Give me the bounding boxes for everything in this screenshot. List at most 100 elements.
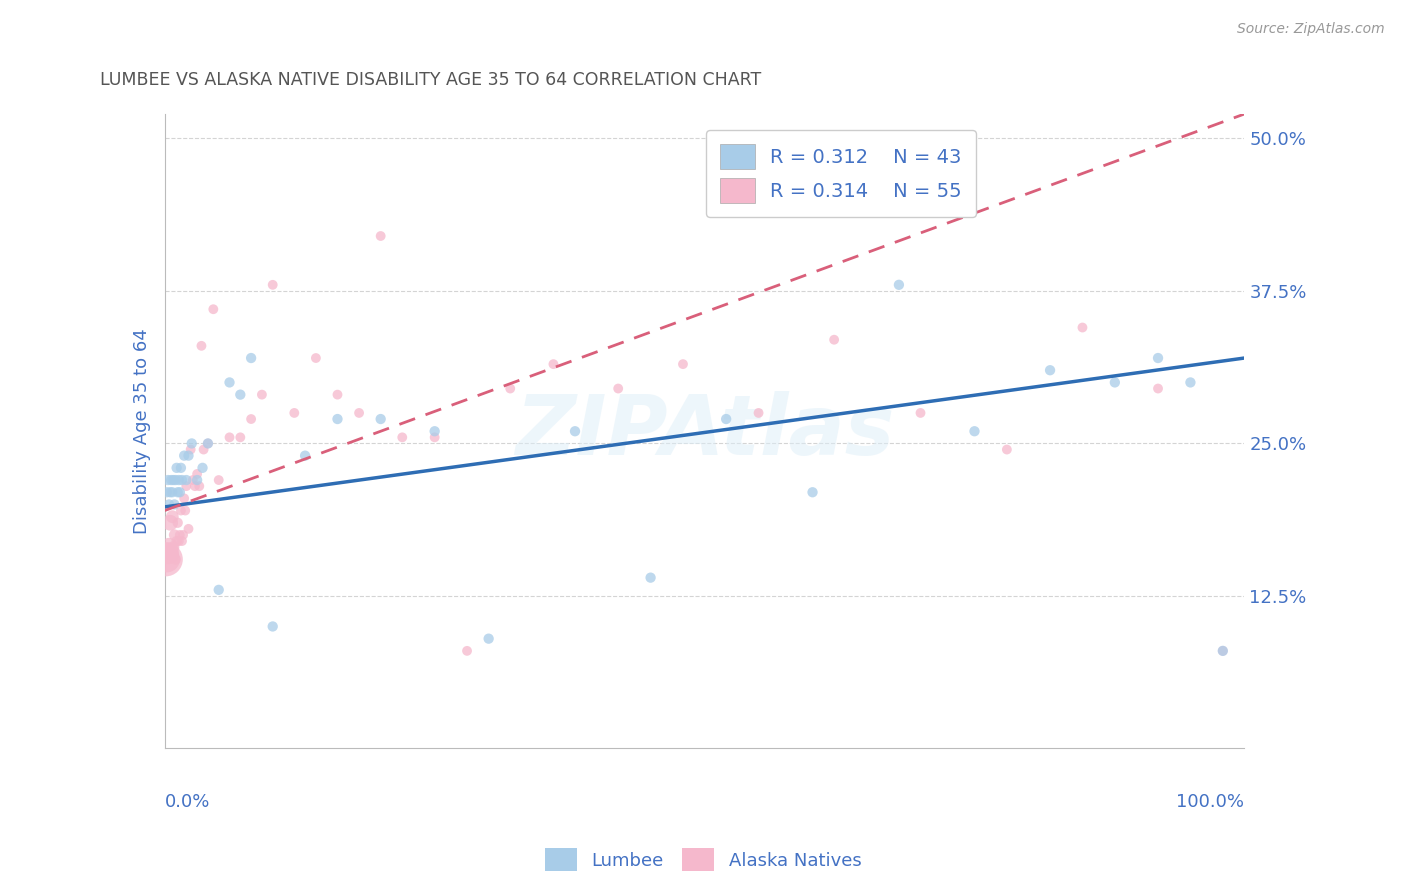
Point: [456, 644, 478, 658]
Point: [184, 479, 207, 493]
Point: [166, 516, 188, 530]
Point: [174, 503, 197, 517]
Point: [159, 485, 181, 500]
Point: [190, 339, 212, 353]
Point: [165, 552, 187, 566]
Point: [1147, 351, 1170, 365]
Point: [1212, 644, 1234, 658]
Point: [262, 277, 284, 292]
Point: [995, 442, 1018, 457]
Point: [193, 442, 215, 457]
Point: [748, 406, 770, 420]
Legend: Lumbee, Alaska Natives: Lumbee, Alaska Natives: [537, 841, 869, 879]
Point: [640, 571, 662, 585]
Point: [1147, 382, 1170, 396]
Point: [208, 473, 231, 487]
Point: [167, 473, 190, 487]
Point: [543, 357, 565, 371]
Point: [250, 387, 273, 401]
Point: [326, 387, 349, 401]
Point: [1212, 644, 1234, 658]
Point: [169, 528, 191, 542]
Point: [176, 479, 198, 493]
Point: [163, 498, 186, 512]
Point: [714, 412, 737, 426]
Point: [202, 302, 225, 317]
Point: [157, 498, 180, 512]
Point: [177, 522, 200, 536]
Point: [370, 412, 392, 426]
Legend: R = 0.312    N = 43, R = 0.314    N = 55: R = 0.312 N = 43, R = 0.314 N = 55: [706, 130, 976, 217]
Text: ZIPAtlas: ZIPAtlas: [515, 391, 894, 472]
Point: [963, 424, 986, 438]
Point: [180, 442, 202, 457]
Point: [160, 473, 183, 487]
Point: [423, 430, 446, 444]
Point: [173, 449, 195, 463]
Text: 0.0%: 0.0%: [165, 793, 209, 811]
Point: [607, 382, 630, 396]
Point: [170, 503, 193, 517]
Point: [156, 546, 179, 560]
Point: [188, 479, 211, 493]
Point: [294, 449, 316, 463]
Point: [173, 491, 195, 506]
Point: [191, 460, 214, 475]
Point: [162, 509, 184, 524]
Point: [391, 430, 413, 444]
Point: [262, 619, 284, 633]
Point: [823, 333, 845, 347]
Point: [283, 406, 305, 420]
Point: [499, 382, 522, 396]
Point: [159, 516, 181, 530]
Point: [163, 528, 186, 542]
Point: [169, 485, 191, 500]
Point: [197, 436, 219, 450]
Point: [156, 473, 179, 487]
Point: [166, 534, 188, 549]
Point: [156, 485, 179, 500]
Point: [305, 351, 328, 365]
Point: [162, 473, 184, 487]
Point: [172, 528, 194, 542]
Point: [672, 357, 695, 371]
Text: 100.0%: 100.0%: [1177, 793, 1244, 811]
Y-axis label: Disability Age 35 to 64: Disability Age 35 to 64: [132, 328, 150, 534]
Point: [170, 534, 193, 549]
Point: [157, 540, 180, 554]
Point: [887, 277, 910, 292]
Point: [1039, 363, 1062, 377]
Point: [229, 387, 252, 401]
Point: [180, 436, 202, 450]
Point: [218, 430, 240, 444]
Point: [186, 473, 208, 487]
Text: Source: ZipAtlas.com: Source: ZipAtlas.com: [1237, 22, 1385, 37]
Point: [162, 485, 184, 500]
Point: [165, 473, 187, 487]
Point: [326, 412, 349, 426]
Point: [167, 534, 190, 549]
Point: [478, 632, 501, 646]
Point: [910, 406, 932, 420]
Point: [160, 546, 183, 560]
Point: [423, 424, 446, 438]
Point: [170, 460, 193, 475]
Point: [1071, 320, 1094, 334]
Point: [170, 473, 193, 487]
Point: [208, 582, 231, 597]
Text: LUMBEE VS ALASKA NATIVE DISABILITY AGE 35 TO 64 CORRELATION CHART: LUMBEE VS ALASKA NATIVE DISABILITY AGE 3…: [100, 70, 761, 88]
Point: [218, 376, 240, 390]
Point: [155, 552, 177, 566]
Point: [240, 412, 263, 426]
Point: [181, 473, 204, 487]
Point: [1104, 376, 1126, 390]
Point: [176, 473, 198, 487]
Point: [156, 552, 179, 566]
Point: [801, 485, 824, 500]
Point: [166, 485, 188, 500]
Point: [177, 449, 200, 463]
Point: [370, 229, 392, 244]
Point: [162, 540, 184, 554]
Point: [186, 467, 208, 481]
Point: [197, 436, 219, 450]
